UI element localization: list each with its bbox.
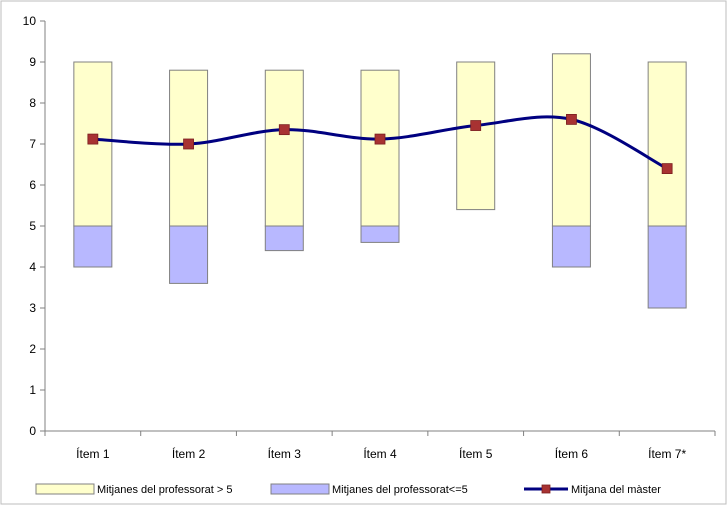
- legend-marker-2: [541, 484, 551, 494]
- y-tick-label-5: 5: [29, 219, 36, 233]
- bar-s0-4: [456, 61, 496, 211]
- bars-layer: [73, 53, 687, 309]
- bar-s1-6: [647, 225, 687, 309]
- axes-layer: [40, 20, 716, 436]
- bar-s1-2: [264, 225, 304, 252]
- y-tick-label-7: 7: [29, 137, 36, 151]
- point-s2-6: [661, 163, 673, 175]
- legend-label-2: Mitjana del màster: [571, 484, 661, 496]
- bar-s1-1: [169, 225, 209, 284]
- bar-s1-0: [73, 225, 113, 268]
- y-tick-label-9: 9: [29, 55, 36, 69]
- y-tick-label-3: 3: [29, 301, 36, 315]
- point-s2-0: [87, 133, 99, 145]
- legend-swatch-0: [35, 483, 95, 495]
- legend: Mitjanes del professorat > 5 Mitjanes del…: [35, 483, 661, 496]
- x-tick-label-2: Ítem 3: [268, 446, 302, 461]
- bar-s0-3: [360, 69, 400, 227]
- bar-s1-5: [551, 225, 591, 268]
- bar-s1-3: [360, 225, 400, 243]
- point-s2-1: [183, 138, 194, 150]
- point-s2-4: [470, 120, 482, 131]
- labels-layer: 0 1 2 3 4 5 6 7 8 9 10 Ítem 1 Ítem 2 Ítem 3 Ítem 4 Ítem…: [23, 14, 687, 461]
- line-layer: [87, 114, 673, 175]
- x-tick-label-3: Ítem 4: [363, 446, 397, 461]
- x-tick-label-0: Ítem 1: [76, 446, 110, 461]
- y-tick-label-6: 6: [29, 178, 36, 192]
- point-s2-2: [278, 124, 290, 136]
- x-tick-label-1: Ítem 2: [172, 446, 206, 461]
- x-tick-label-5: Ítem 6: [555, 446, 589, 461]
- legend-label-1: Mitjanes del professorat<=5: [332, 484, 468, 496]
- bar-s0-5: [551, 53, 591, 227]
- legend-swatch-1: [270, 483, 330, 495]
- bar-s0-6: [647, 61, 687, 227]
- y-tick-label-1: 1: [29, 383, 36, 397]
- x-tick-label-6: Ítem 7*: [648, 446, 686, 461]
- y-tick-label-10: 10: [23, 14, 37, 28]
- point-s2-3: [374, 133, 386, 145]
- y-tick-label-4: 4: [29, 260, 36, 274]
- y-tick-label-2: 2: [29, 342, 36, 356]
- x-tick-label-4: Ítem 5: [459, 446, 493, 461]
- point-s2-5: [566, 114, 577, 125]
- y-tick-label-8: 8: [29, 96, 36, 110]
- bar-s0-2: [264, 69, 304, 227]
- legend-label-0: Mitjanes del professorat > 5: [97, 484, 232, 496]
- y-tick-label-0: 0: [29, 424, 36, 438]
